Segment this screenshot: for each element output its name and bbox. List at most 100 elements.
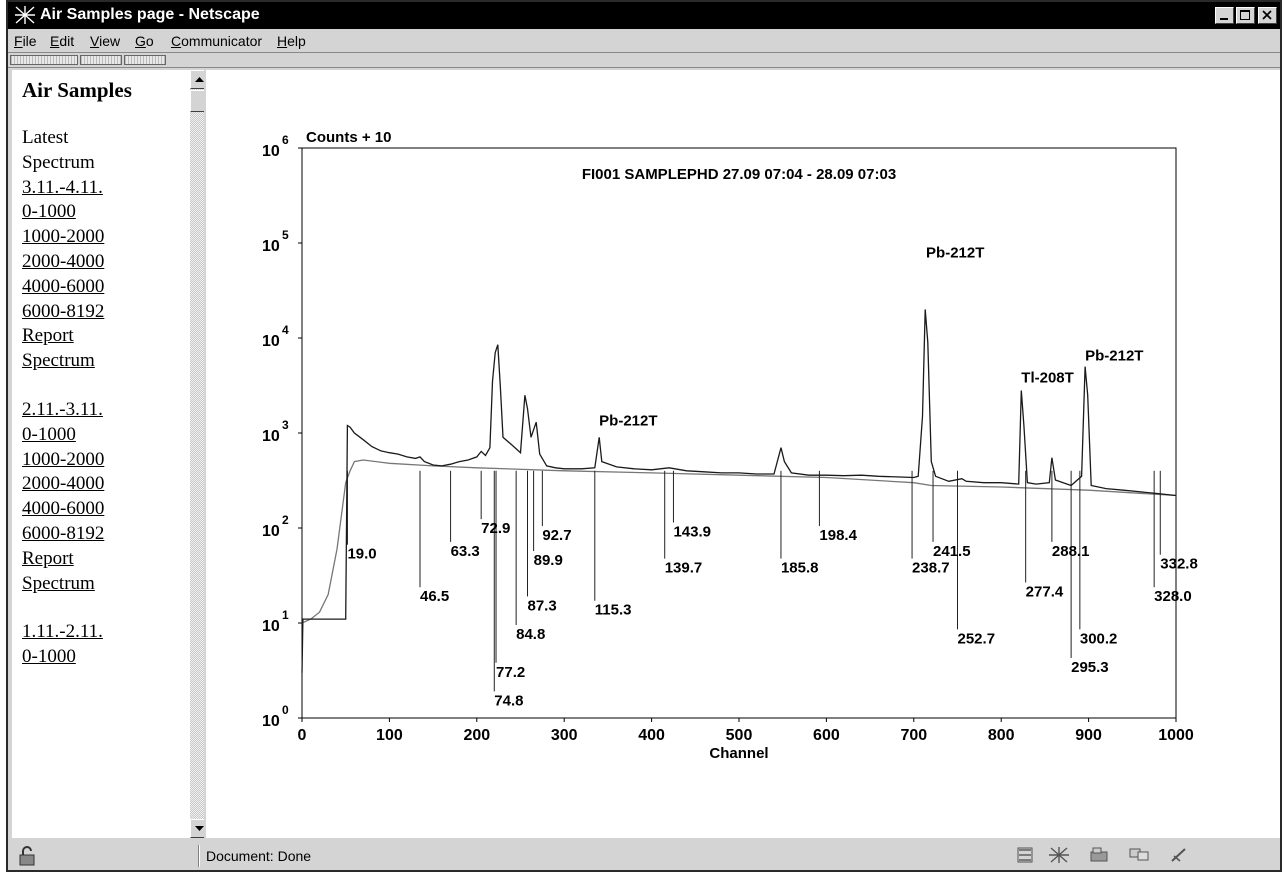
- discussion-icon[interactable]: [1128, 846, 1150, 864]
- menu-edit[interactable]: Edit: [50, 33, 75, 49]
- energy-label: 241.5: [933, 543, 971, 560]
- component-bar-icon[interactable]: [1014, 846, 1036, 864]
- sidebar-link[interactable]: 4000-6000: [22, 275, 105, 297]
- sidebar-link[interactable]: 1000-2000: [22, 226, 105, 248]
- energy-label: 185.8: [781, 560, 819, 577]
- sidebar-link[interactable]: Spectrum: [22, 350, 95, 372]
- peak-label: Pb-212T: [599, 412, 657, 429]
- status-text: Document: Done: [206, 848, 312, 864]
- energy-label: 277.4: [1026, 584, 1064, 601]
- x-tick-label: 1000: [1158, 727, 1194, 744]
- sidebar-text: Spectrum: [22, 151, 95, 173]
- energy-label: 72.9: [481, 520, 510, 537]
- y-axis-label: Counts + 10: [306, 129, 391, 146]
- spectrum-chart: FI001 SAMPLEPHD 27.09 07:04 - 28.09 07:0…: [262, 129, 1198, 762]
- y-tick-exponent: 5: [282, 228, 289, 242]
- sidebar-frame: Air Samples Latest Spectrum 3.11.-4.11. 0-1…: [12, 70, 204, 838]
- energy-label: 143.9: [673, 523, 711, 540]
- energy-label: 139.7: [665, 560, 703, 577]
- y-tick-base: 10: [262, 713, 280, 730]
- energy-label: 295.3: [1071, 659, 1109, 676]
- minimize-icon: [1220, 18, 1228, 20]
- sidebar-link[interactable]: 1.11.-2.11.: [22, 621, 103, 643]
- x-tick-label: 800: [988, 727, 1015, 744]
- y-tick-exponent: 0: [282, 703, 289, 717]
- menu-file[interactable]: File: [14, 33, 37, 49]
- energy-label: 328.0: [1154, 588, 1192, 605]
- x-tick-label: 700: [900, 727, 927, 744]
- sidebar-links: Latest Spectrum 3.11.-4.11. 0-1000 1000-2000…: [22, 126, 190, 670]
- scroll-up-button[interactable]: [190, 70, 204, 89]
- sidebar-link[interactable]: Report: [22, 547, 74, 569]
- energy-label: 87.3: [527, 597, 556, 614]
- sidebar-link[interactable]: 2.11.-3.11.: [22, 398, 103, 420]
- sidebar-link[interactable]: 0-1000: [22, 423, 76, 445]
- menu-go[interactable]: Go: [135, 33, 154, 49]
- x-tick-label: 600: [813, 727, 840, 744]
- energy-label: 84.8: [516, 626, 545, 643]
- window-title: Air Samples page - Netscape: [40, 6, 260, 23]
- energy-label: 300.2: [1080, 630, 1118, 647]
- arrow-down-icon: [195, 826, 204, 831]
- energy-label: 288.1: [1052, 543, 1090, 560]
- scroll-down-button[interactable]: [190, 819, 204, 838]
- toolbar-tab-location[interactable]: [80, 55, 122, 65]
- scroll-thumb[interactable]: [190, 90, 204, 112]
- sidebar-link[interactable]: Spectrum: [22, 572, 95, 594]
- status-divider: [198, 845, 200, 867]
- y-tick-exponent: 3: [282, 418, 289, 432]
- y-tick-base: 10: [262, 333, 280, 350]
- sidebar-link[interactable]: 1000-2000: [22, 448, 105, 470]
- maximize-button[interactable]: [1236, 7, 1255, 24]
- menu-communicator[interactable]: Communicator: [171, 33, 263, 49]
- menu-bar: File Edit View Go Communicator Help: [8, 29, 1280, 51]
- sidebar-link[interactable]: 4000-6000: [22, 498, 105, 520]
- mail-icon[interactable]: [1088, 846, 1110, 864]
- menu-view[interactable]: View: [90, 33, 121, 49]
- toolbar-tab-personal[interactable]: [124, 55, 166, 65]
- close-button[interactable]: [1258, 7, 1277, 24]
- x-tick-label: 0: [298, 727, 307, 744]
- status-bar: Document: Done: [8, 842, 1280, 870]
- peak-label: Tl-208T: [1021, 370, 1074, 387]
- toolbar-tab-navigation[interactable]: [10, 55, 78, 65]
- sidebar-link[interactable]: 0-1000: [22, 646, 76, 668]
- y-tick-exponent: 4: [282, 323, 289, 337]
- y-tick-base: 10: [262, 618, 280, 635]
- sidebar-link[interactable]: 2000-4000: [22, 473, 105, 495]
- sidebar-link[interactable]: Report: [22, 325, 74, 347]
- energy-label: 238.7: [912, 560, 950, 577]
- x-tick-label: 500: [726, 727, 753, 744]
- x-tick-label: 900: [1075, 727, 1102, 744]
- sidebar-link[interactable]: 6000-8192: [22, 522, 105, 544]
- sidebar-text: Latest: [22, 127, 69, 148]
- energy-label: 74.8: [494, 692, 523, 709]
- composer-icon[interactable]: [1168, 846, 1190, 864]
- content-frame: FI001 SAMPLEPHD 27.09 07:04 - 28.09 07:0…: [206, 70, 1280, 838]
- close-icon: [1262, 10, 1272, 20]
- title-bar: Air Samples page - Netscape: [8, 2, 1280, 29]
- energy-label: 63.3: [451, 543, 480, 560]
- x-tick-label: 400: [638, 727, 665, 744]
- plot-area: [301, 147, 1177, 719]
- x-tick-label: 200: [463, 727, 490, 744]
- collapsed-toolbars: [8, 52, 1280, 68]
- sidebar-scrollbar[interactable]: [190, 70, 204, 838]
- sidebar-link[interactable]: 6000-8192: [22, 300, 105, 322]
- energy-label: 252.7: [958, 630, 996, 647]
- y-tick-base: 10: [262, 238, 280, 255]
- energy-label: 92.7: [542, 527, 571, 544]
- sidebar-link[interactable]: 3.11.-4.11.: [22, 176, 103, 198]
- minimize-button[interactable]: [1215, 7, 1234, 24]
- energy-label: 77.2: [496, 664, 525, 681]
- x-tick-label: 300: [551, 727, 578, 744]
- baseline-series: [301, 459, 1177, 624]
- menu-help[interactable]: Help: [277, 33, 306, 49]
- energy-label: 89.9: [534, 552, 563, 569]
- y-tick-base: 10: [262, 523, 280, 540]
- sidebar-link[interactable]: 2000-4000: [22, 250, 105, 272]
- navigator-icon[interactable]: [1048, 846, 1070, 864]
- spectrum-series: [301, 309, 1177, 673]
- sidebar-link[interactable]: 0-1000: [22, 201, 76, 223]
- security-lock-icon[interactable]: [16, 846, 38, 866]
